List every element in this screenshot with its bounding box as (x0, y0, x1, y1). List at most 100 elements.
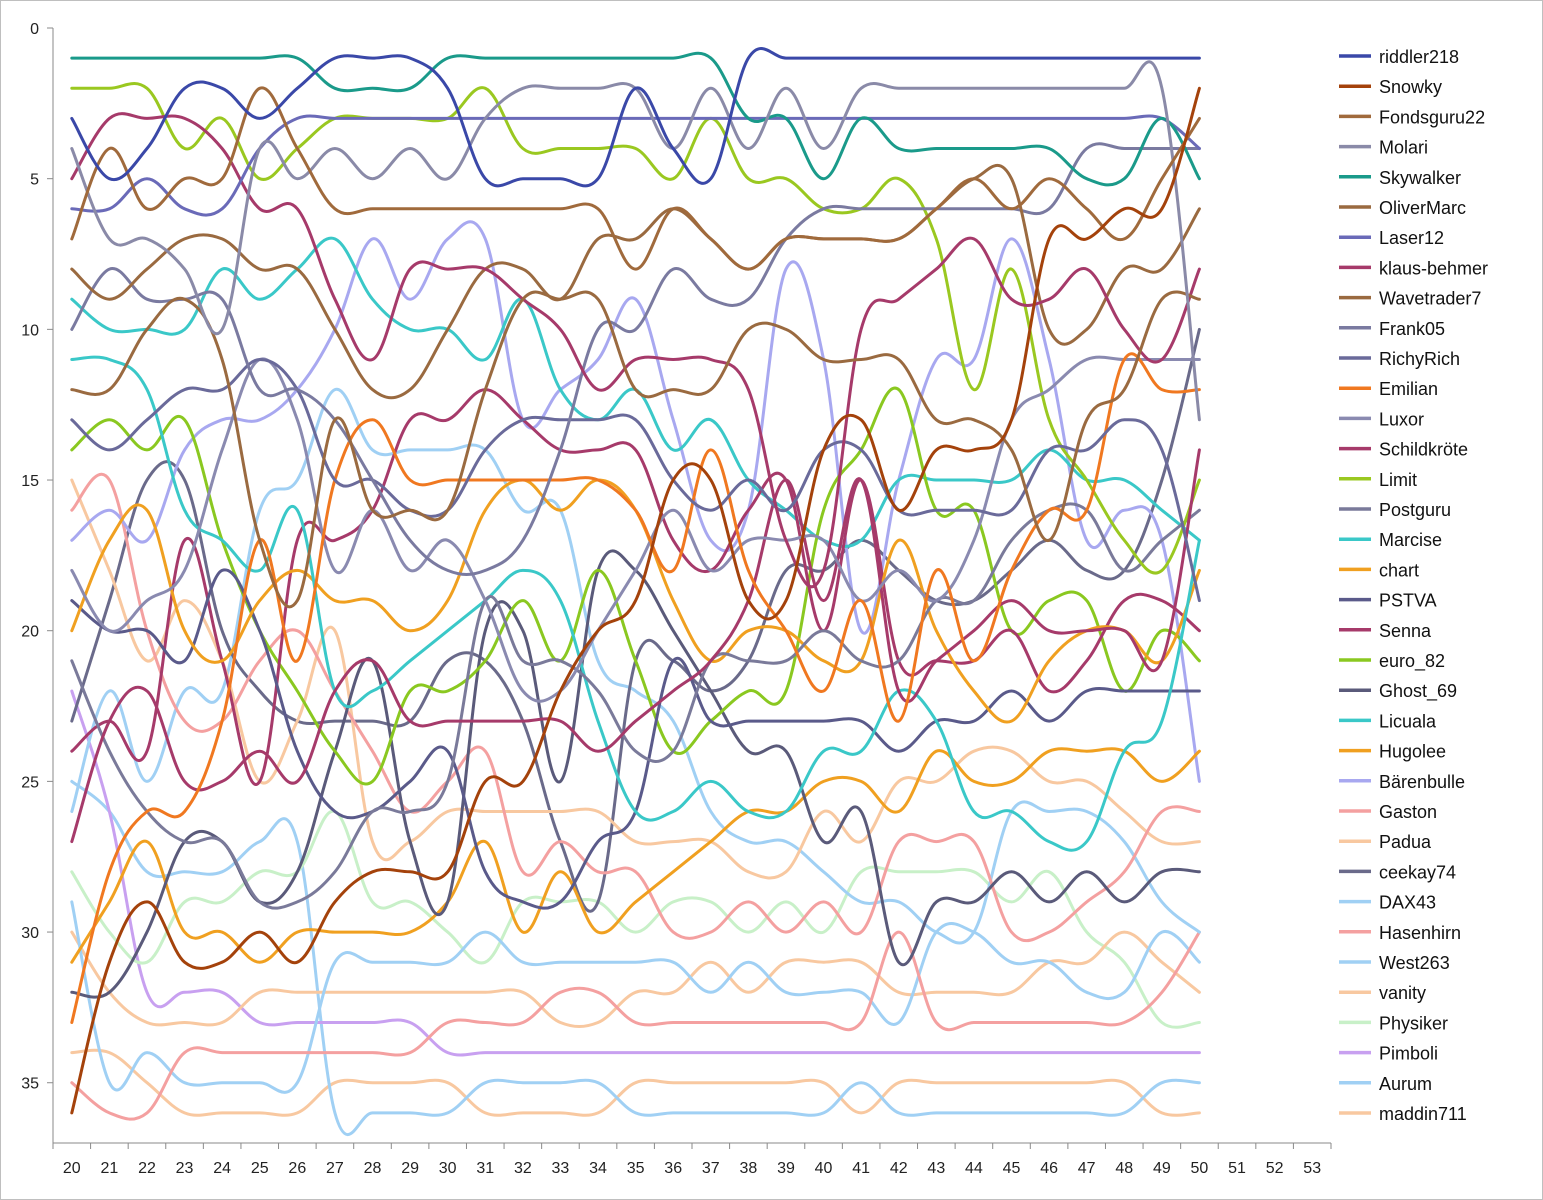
legend-label: Bärenbulle (1379, 772, 1465, 792)
series-line-Hugolee (70, 747, 1201, 964)
x-tick-label: 47 (1078, 1160, 1096, 1177)
legend-label: Snowky (1379, 77, 1442, 97)
y-tick-label: 35 (21, 1076, 39, 1093)
legend-label: Fondsguru22 (1379, 107, 1485, 127)
y-tick-label: 25 (21, 774, 39, 791)
legend-label: maddin711 (1379, 1104, 1467, 1124)
x-tick-label: 39 (777, 1160, 795, 1177)
series-line-Postguru (70, 502, 1201, 910)
legend-label: Limit (1379, 470, 1417, 490)
legend-label: Frank05 (1379, 319, 1445, 339)
legend-label: Laser12 (1379, 228, 1444, 248)
series-line-Pimboli (70, 689, 1201, 1057)
series-line-RichyRich (70, 358, 1201, 603)
legend-label: euro_82 (1379, 651, 1445, 672)
legend-label: Schildkröte (1379, 440, 1468, 460)
legend-label: Hasenhirn (1379, 923, 1461, 943)
x-tick-label: 30 (439, 1160, 457, 1177)
x-tick-label: 33 (552, 1160, 570, 1177)
x-tick-label: 52 (1266, 1160, 1284, 1177)
x-tick-label: 42 (890, 1160, 908, 1177)
legend-label: riddler218 (1379, 47, 1459, 67)
y-tick-label: 5 (30, 172, 39, 189)
series-line-Padua (70, 478, 1201, 880)
legend-label: Marcise (1379, 530, 1442, 550)
x-tick-label: 23 (176, 1160, 194, 1177)
legend-label: Pimboli (1379, 1044, 1438, 1064)
x-tick-label: 36 (664, 1160, 682, 1177)
x-tick-label: 48 (1115, 1160, 1133, 1177)
series-line-Physiker (70, 809, 1201, 1029)
x-tick-label: 45 (1003, 1160, 1021, 1177)
series-line-Skywalker (70, 51, 1201, 187)
legend-label: Hugolee (1379, 742, 1446, 762)
series-line-Wavetrader7 (70, 163, 1201, 400)
series-line-Ghost_69 (70, 549, 1201, 999)
x-tick-label: 21 (100, 1160, 118, 1177)
legend-label: Senna (1379, 621, 1432, 641)
series-line-klaus-behmer (70, 112, 1201, 589)
legend-label: Padua (1379, 832, 1432, 852)
y-tick-label: 20 (21, 624, 39, 641)
x-tick-label: 28 (364, 1160, 382, 1177)
x-tick-label: 26 (288, 1160, 306, 1177)
series-line-OliverMarc (70, 290, 1201, 609)
x-tick-label: 31 (476, 1160, 494, 1177)
series-line-Schildkröte (70, 448, 1201, 844)
x-tick-label: 29 (401, 1160, 419, 1177)
x-tick-label: 38 (739, 1160, 757, 1177)
legend-label: Postguru (1379, 500, 1451, 520)
x-tick-label: 53 (1303, 1160, 1321, 1177)
legend-label: ceekay74 (1379, 862, 1456, 882)
legend-label: PSTVA (1379, 591, 1437, 611)
x-tick-label: 41 (852, 1160, 870, 1177)
legend-label: Molari (1379, 138, 1428, 158)
legend-label: Gaston (1379, 802, 1437, 822)
x-tick-label: 37 (702, 1160, 720, 1177)
legend-label: vanity (1379, 983, 1426, 1003)
legend-label: Emilian (1379, 379, 1438, 399)
x-tick-label: 49 (1153, 1160, 1171, 1177)
x-tick-label: 22 (138, 1160, 156, 1177)
legend-label: RichyRich (1379, 349, 1460, 369)
series-line-Licuala (70, 236, 1201, 548)
legend-label: West263 (1379, 953, 1450, 973)
y-tick-label: 30 (21, 925, 39, 942)
series-line-Molari (70, 60, 1201, 422)
series-line-Bärenbulle (70, 220, 1201, 783)
legend-label: Aurum (1379, 1074, 1432, 1094)
legend-label: Luxor (1379, 409, 1424, 429)
x-tick-label: 44 (965, 1160, 983, 1177)
y-tick-label: 0 (30, 21, 39, 38)
legend-label: OliverMarc (1379, 198, 1466, 218)
series-line-PSTVA (70, 568, 1201, 910)
legend-label: Licuala (1379, 711, 1437, 731)
x-tick-label: 32 (514, 1160, 532, 1177)
legend-label: Wavetrader7 (1379, 289, 1481, 309)
legend-label: klaus-behmer (1379, 258, 1488, 278)
series-line-maddin711 (70, 1048, 1201, 1117)
y-tick-label: 10 (21, 322, 39, 339)
x-tick-label: 51 (1228, 1160, 1246, 1177)
series-line-Aurum (70, 779, 1201, 1136)
series-line-Luxor (70, 355, 1201, 703)
series-line-DAX43 (70, 388, 1201, 945)
x-tick-label: 24 (213, 1160, 231, 1177)
series-line-Marcise (70, 355, 1201, 852)
series-line-Gaston (70, 472, 1201, 943)
plot-lines (70, 47, 1201, 1136)
legend-label: chart (1379, 560, 1419, 580)
x-tick-label: 40 (815, 1160, 833, 1177)
series-line-Fondsguru22 (70, 86, 1201, 271)
legend: riddler218 Snowky Fondsguru22 Molari Skywalk… (1339, 47, 1488, 1124)
x-tick-label: 50 (1191, 1160, 1209, 1177)
x-tick-label: 43 (927, 1160, 945, 1177)
legend-label: DAX43 (1379, 893, 1436, 913)
x-tick-label: 25 (251, 1160, 269, 1177)
series-line-Emilian (70, 352, 1201, 1024)
y-tick-label: 15 (21, 473, 39, 490)
x-tick-label: 46 (1040, 1160, 1058, 1177)
x-tick-label: 35 (627, 1160, 645, 1177)
